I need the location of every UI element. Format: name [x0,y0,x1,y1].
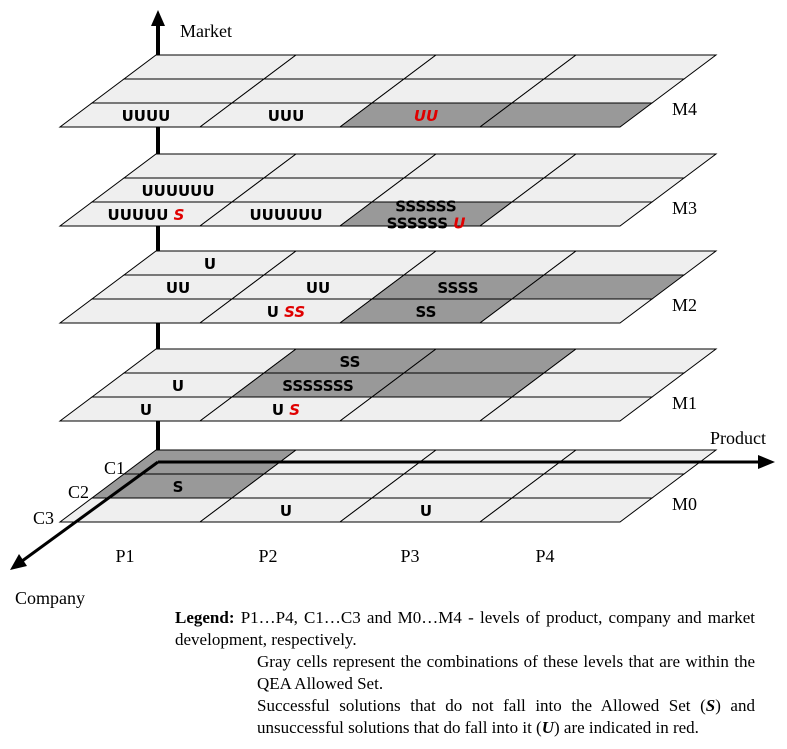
product-label-p3: P3 [400,546,419,566]
product-label-p4: P4 [535,546,554,566]
company-axis-label: Company [15,588,85,608]
company-axis-arrowhead [10,554,27,570]
legend-s-symbol: S [705,696,716,715]
cell-text-m2-3: SSSS [437,279,478,297]
cell-text-m2-1: UU [166,279,190,297]
market-axis-arrowhead [151,10,165,26]
cell-text-m1-0: SS [340,353,361,371]
cell-text-m3-2: UUUUUU [249,206,322,224]
legend-line2-wrap: Gray cells represent the combinations of… [175,651,755,695]
cell-text-m0-0: S [173,478,184,496]
legend: Legend: P1…P4, C1…C3 and M0…M4 - levels … [175,607,755,739]
level-label-m4: M4 [672,99,697,119]
legend-lead: Legend: [175,608,235,627]
company-label-c1: C1 [104,458,125,478]
cell-text-m4-1: UUU [268,107,305,125]
company-label-c2: C2 [68,482,89,502]
cell-r2-c3 [542,250,718,276]
legend-line2: Gray cells represent the combinations of… [257,652,755,693]
product-axis-label: Product [710,428,766,448]
cell-text-m1-4: U S [272,401,300,419]
legend-line3a: Successful solutions that do not fall in… [257,696,706,715]
market-axis-label: Market [180,21,232,41]
cell-text-m1-3: U [140,401,152,419]
legend-line3b: ) and unsuccessful solutions that do fal… [257,696,755,737]
cell-text-m2-2: UU [306,279,330,297]
product-axis-arrowhead [758,455,775,469]
company-label-c3: C3 [33,508,54,528]
cell-text-m3-0: UUUUUU [141,182,214,200]
legend-u-symbol: U [541,718,554,737]
plane-m0: S U U [58,449,718,523]
level-label-m1: M1 [672,393,697,413]
cell-text-m1-2: SSSSSSS [282,377,354,395]
cell-r2-c3 [542,54,718,80]
cell-text-m2-4: U SS [267,303,305,321]
product-label-p1: P1 [115,546,134,566]
legend-line1: P1…P4, C1…C3 and M0…M4 - levels of produ… [175,608,756,649]
cell-text-m4-2: UU [414,107,438,125]
company-axis-line [17,460,159,566]
cell-r2-c3 [542,153,718,179]
level-label-m2: M2 [672,295,697,315]
legend-line3c: ) are indicated in red. [554,718,699,737]
plane-m1: SS U SSSSSSS U U S [58,348,718,422]
cell-text-m2-0: U [204,255,216,273]
cell-text-m1-1: U [172,377,184,395]
product-label-p2: P2 [258,546,277,566]
legend-line3-wrap: Successful solutions that do not fall in… [175,695,755,739]
plane-m4: UUUU UUU UU [58,54,718,128]
cell-text-m3-3: SSSSSS [395,198,456,216]
cell-text-m0-2: U [420,502,432,520]
cell-text-m0-1: U [280,502,292,520]
cell-r2-c3 [542,348,718,374]
level-label-m0: M0 [672,494,697,514]
cell-text-m3-3-b: SSSSSS U [387,215,466,233]
level-labels: M4 M3 M2 M1 M0 P1 P2 P3 P4 C1 C2 C3 [33,99,697,566]
cell-text-m4-0: UUUU [122,107,171,125]
cell-text-m2-5: SS [416,303,437,321]
cell-text-m3-1: UUUUU S [108,206,185,224]
level-label-m3: M3 [672,198,697,218]
